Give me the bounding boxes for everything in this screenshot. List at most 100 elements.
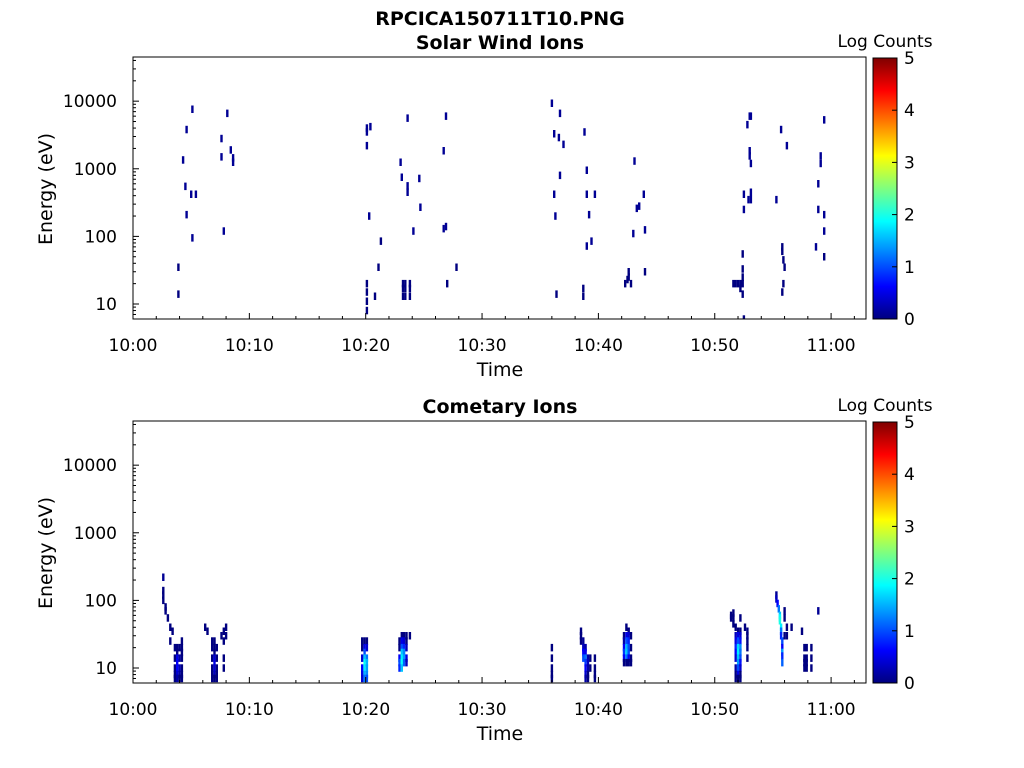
heatmap-cell [781, 643, 784, 652]
colorbar [872, 421, 898, 684]
heatmap-cell [191, 234, 194, 242]
heatmap-cell [622, 632, 626, 640]
heatmap-cell [211, 637, 214, 645]
heatmap-cell [739, 627, 742, 635]
heatmap-cell [800, 627, 804, 635]
heatmap-cell [177, 290, 180, 298]
heatmap-cell [365, 674, 369, 683]
heatmap-cell [402, 632, 406, 640]
heatmap-cell [369, 122, 372, 131]
heatmap-cell [400, 632, 403, 640]
heatmap-cell [746, 637, 749, 645]
heatmap-cell [622, 648, 626, 657]
heatmap-cell [185, 210, 188, 219]
colorbar-tick-label: 3 [904, 153, 915, 173]
heatmap-cell [418, 174, 421, 183]
heatmap-cell [739, 664, 742, 672]
heatmap-cell [398, 664, 401, 672]
heatmap-cell [629, 643, 633, 652]
heatmap-cell [442, 147, 445, 155]
heatmap-cell [402, 654, 406, 662]
heatmap-cell [180, 643, 184, 652]
heatmap-cell [211, 654, 214, 662]
cometary-ions-panel: Cometary Ions 10:00 10:10 10:20 10:30 10:40 1… [35, 396, 933, 745]
heatmap-cell [402, 643, 406, 652]
heatmap-cell [215, 670, 218, 679]
heatmap-cell [176, 658, 179, 667]
heatmap-cell [180, 670, 184, 679]
heatmap-cell [739, 632, 742, 640]
heatmap-cell [404, 292, 407, 300]
heatmap-cell [747, 195, 750, 204]
heatmap-cell [363, 674, 366, 683]
colorbar [872, 57, 898, 320]
plot-frame [132, 420, 867, 684]
heatmap-cell [593, 190, 597, 198]
colorbar-tick-label: 1 [904, 622, 915, 642]
heatmap-cell [405, 654, 408, 662]
heatmap-cell [368, 212, 371, 220]
heatmap-cell [782, 256, 785, 264]
heatmap-cell [749, 112, 753, 120]
heatmap-cell [365, 658, 369, 667]
heatmap-cell [775, 591, 778, 599]
heatmap-cell [178, 670, 181, 679]
heatmap-cell [398, 654, 401, 662]
heatmap-cell [638, 202, 641, 210]
heatmap-cell [558, 109, 562, 118]
heatmap-cell [629, 632, 633, 640]
heatmap-cell [586, 674, 590, 683]
heatmap-cell [176, 674, 179, 683]
x-tick-label: 10:50 [690, 700, 739, 720]
heatmap-cell [204, 623, 207, 631]
heatmap-cell [446, 279, 449, 288]
heatmap-cell [736, 674, 740, 683]
heatmap-cell [629, 654, 633, 662]
panel-title: Solar Wind Ions [416, 32, 584, 54]
heatmap-cell [584, 670, 587, 679]
heatmap-cell [746, 654, 749, 662]
heatmap-cell [402, 637, 406, 645]
x-tick-label: 10:40 [574, 700, 623, 720]
heatmap-cell [627, 268, 630, 276]
heatmap-cell [783, 614, 786, 622]
heatmap-cell [819, 159, 822, 168]
heatmap-cell [625, 648, 628, 657]
heatmap-cell [775, 595, 778, 603]
heatmap-cell [817, 607, 820, 615]
heatmap-cell [746, 120, 749, 129]
heatmap-cell [579, 632, 583, 640]
heatmap-cell [166, 614, 170, 622]
heatmap-cell [732, 614, 735, 622]
heatmap-cell [746, 632, 749, 640]
heatmap-cell [585, 166, 588, 174]
x-tick-label: 10:00 [109, 336, 158, 356]
heatmap-cell [741, 273, 744, 281]
heatmap-cell [803, 654, 806, 662]
heatmap-cell [220, 134, 223, 143]
heatmap-cell [736, 648, 740, 657]
heatmap-cell [732, 279, 735, 288]
heatmap-cell [777, 605, 780, 613]
heatmap-cell [162, 573, 165, 581]
heatmap-cell [736, 670, 740, 679]
heatmap-cell [444, 222, 448, 231]
heatmap-cell [173, 674, 177, 683]
heatmap-cell [365, 664, 369, 672]
heatmap-cell [222, 637, 225, 645]
colorbar-tick-label: 5 [904, 49, 915, 69]
heatmap-cell [582, 648, 585, 657]
heatmap-cell [226, 109, 229, 118]
heatmap-cell [222, 654, 225, 662]
heatmap-cell [823, 227, 826, 235]
heatmap-cell [553, 130, 556, 138]
heatmap-cell [582, 284, 585, 293]
heatmap-cell [406, 188, 409, 196]
heatmap-cell [455, 263, 458, 271]
heatmap-cell [739, 670, 742, 679]
heatmap-cell [550, 664, 554, 672]
heatmap-cell [584, 654, 587, 662]
heatmap-cell [224, 623, 228, 631]
heatmap-cell [213, 654, 216, 662]
